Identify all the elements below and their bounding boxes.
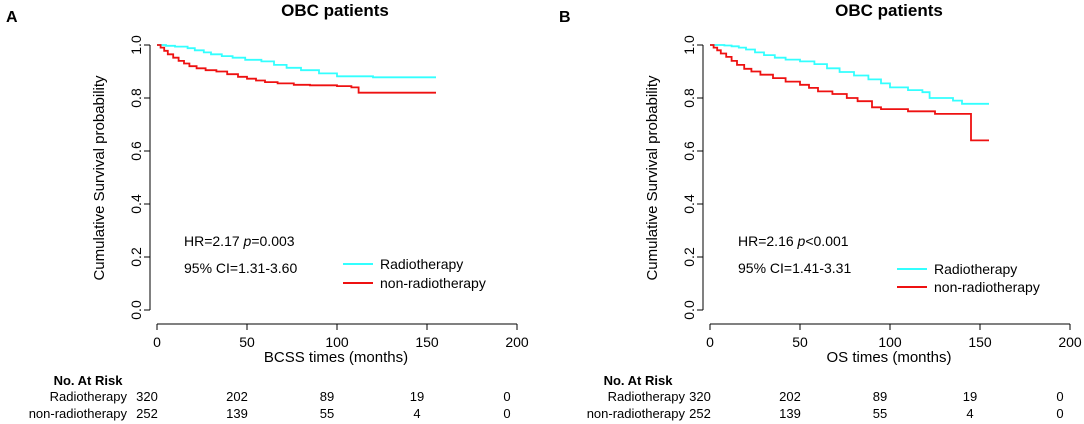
risk-count: 202 [226, 389, 248, 404]
y-tick-label: 0.2 [681, 247, 697, 267]
y-tick-label: 0.4 [681, 194, 697, 214]
legend-label: Radiotherapy [934, 261, 1017, 277]
y-tick-label: 0.0 [128, 300, 144, 320]
risk-count: 139 [226, 406, 248, 421]
risk-count: 4 [966, 406, 973, 421]
ci-stat: 95% CI=1.31-3.60 [184, 260, 297, 276]
risk-row-label: Radiotherapy [50, 389, 128, 404]
risk-count: 19 [963, 389, 977, 404]
x-tick-label: 0 [153, 334, 161, 350]
x-tick-label: 50 [239, 334, 255, 350]
hr-value: HR=2.16 [738, 233, 798, 249]
x-tick-label: 100 [878, 334, 902, 350]
risk-count: 4 [413, 406, 420, 421]
y-axis-label: Cumulative Survival probability [91, 75, 108, 281]
risk-count: 89 [873, 389, 887, 404]
y-tick-label: 1.0 [128, 35, 144, 55]
risk-table-header: No. At Risk [604, 373, 674, 388]
risk-count: 0 [1056, 389, 1063, 404]
hr-value: HR=2.17 [184, 233, 244, 249]
y-tick-label: 0.8 [681, 88, 697, 108]
p-symbol: p [797, 233, 806, 249]
risk-count: 0 [503, 389, 510, 404]
panel-label: A [6, 9, 18, 26]
risk-count: 320 [689, 389, 711, 404]
survival-curve-non-radiotherapy [157, 44, 436, 94]
x-tick-label: 150 [968, 334, 992, 350]
y-tick-label: 0.6 [128, 141, 144, 161]
chart-title: OBC patients [281, 1, 389, 20]
panel-label: B [559, 9, 571, 26]
hr-stat: HR=2.16 p<0.001 [738, 233, 849, 249]
chart-title: OBC patients [835, 1, 943, 20]
risk-count: 55 [873, 406, 887, 421]
hr-stat: HR=2.17 p=0.003 [184, 233, 295, 249]
x-axis-label: BCSS times (months) [264, 349, 408, 366]
risk-count: 252 [689, 406, 711, 421]
y-tick-label: 0.8 [128, 88, 144, 108]
risk-count: 89 [320, 389, 334, 404]
risk-count: 0 [503, 406, 510, 421]
risk-count: 320 [136, 389, 158, 404]
risk-count: 252 [136, 406, 158, 421]
x-axis-label: OS times (months) [826, 349, 951, 366]
km-panel-b: B OBC patients 0.0 0.2 0.4 0.6 0.8 1.0 0 50 100 150… [559, 1, 1082, 421]
p-value: =0.003 [251, 233, 294, 249]
risk-count: 202 [779, 389, 801, 404]
risk-row-label: non-radiotherapy [29, 406, 128, 421]
risk-table-header: No. At Risk [54, 373, 124, 388]
risk-count: 19 [410, 389, 424, 404]
survival-curve-radiotherapy [157, 44, 436, 79]
y-tick-label: 0.6 [681, 141, 697, 161]
x-tick-label: 150 [415, 334, 439, 350]
x-tick-label: 0 [706, 334, 714, 350]
x-tick-label: 200 [1058, 334, 1082, 350]
risk-count: 0 [1056, 406, 1063, 421]
legend-label: non-radiotherapy [934, 279, 1040, 295]
survival-curve-radiotherapy [710, 44, 989, 105]
y-axis-label: Cumulative Survival probability [644, 75, 661, 281]
km-panel-a: A OBC patients 0.0 0.2 0.4 0.6 0.8 1.0 0 50 100 150… [6, 1, 529, 421]
x-tick-label: 100 [325, 334, 349, 350]
y-tick-label: 0.4 [128, 194, 144, 214]
risk-row-label: non-radiotherapy [587, 406, 686, 421]
p-value: <0.001 [805, 233, 848, 249]
x-tick-label: 200 [505, 334, 529, 350]
y-tick-label: 1.0 [681, 35, 697, 55]
p-symbol: p [243, 233, 252, 249]
risk-row-label: Radiotherapy [608, 389, 686, 404]
survival-curve-non-radiotherapy [710, 44, 989, 142]
y-tick-label: 0.2 [128, 247, 144, 267]
x-tick-label: 50 [792, 334, 808, 350]
y-tick-label: 0.0 [681, 300, 697, 320]
ci-stat: 95% CI=1.41-3.31 [738, 260, 851, 276]
legend-label: Radiotherapy [380, 256, 463, 272]
risk-count: 139 [779, 406, 801, 421]
legend-label: non-radiotherapy [380, 275, 486, 291]
risk-count: 55 [320, 406, 334, 421]
